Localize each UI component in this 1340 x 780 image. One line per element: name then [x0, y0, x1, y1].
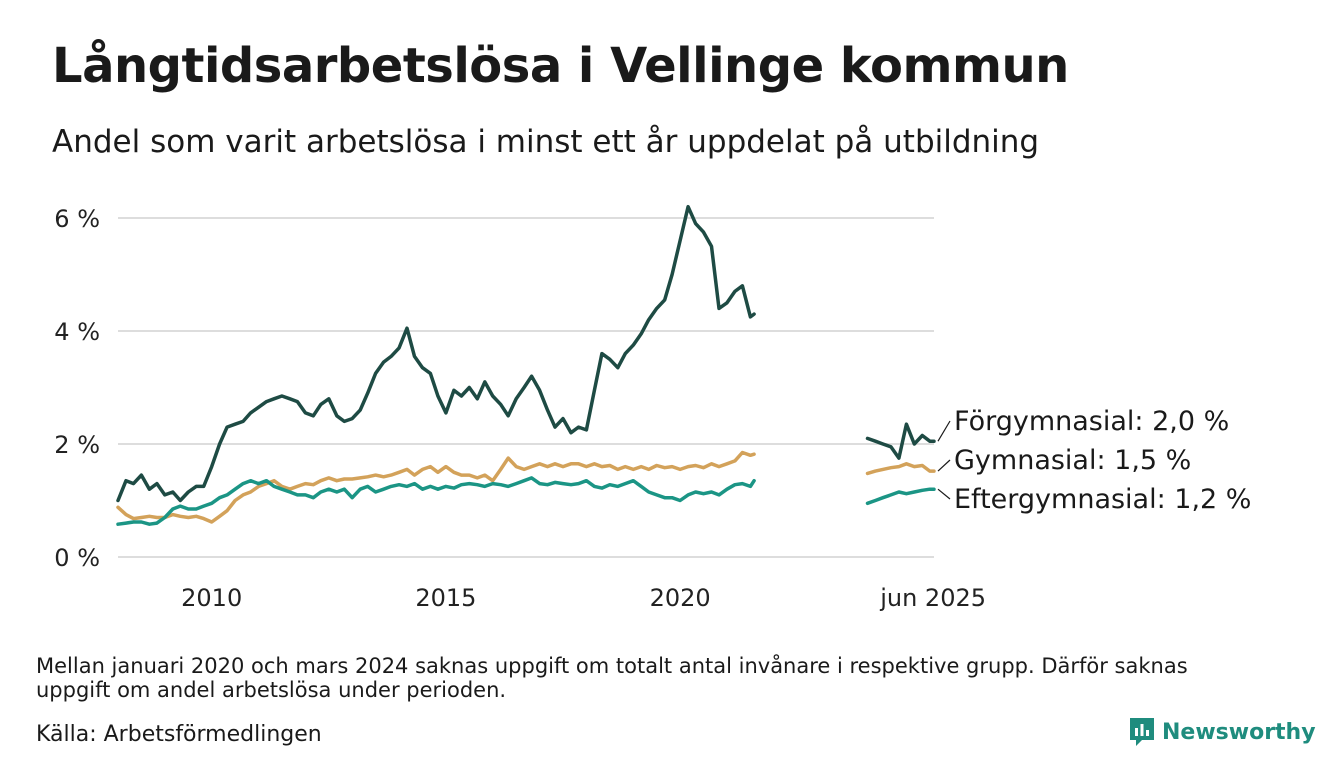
source-note: Källa: Arbetsförmedlingen: [36, 722, 322, 747]
series-end-label: Eftergymnasial: 1,2 %: [954, 484, 1251, 515]
series-end-label: Gymnasial: 1,5 %: [954, 445, 1191, 476]
y-tick-label: 6 %: [54, 205, 100, 233]
series-line-gymnasial: [116, 450, 756, 524]
y-tick-label: 4 %: [54, 318, 100, 346]
series-end-label: Förgymnasial: 2,0 %: [954, 406, 1229, 437]
x-tick-label: jun 2025: [879, 584, 986, 612]
label-leader-line: [937, 420, 951, 442]
gridlines: [118, 217, 934, 558]
label-leader-line: [937, 459, 951, 472]
x-axis: 2010 2015 2020 jun 2025: [181, 584, 986, 612]
series-line-eftergymnasial: [116, 476, 756, 526]
brand-name: Newsworthy: [1162, 719, 1316, 745]
series-line-eftergymnasial: [865, 487, 936, 506]
y-tick-label: 2 %: [54, 431, 100, 459]
brand-logo: Newsworthy: [1128, 716, 1316, 748]
series-line-förgymnasial: [116, 204, 756, 503]
x-tick-label: 2015: [415, 584, 476, 612]
x-tick-label: 2010: [181, 584, 242, 612]
series-end-labels: Förgymnasial: 2,0 % Gymnasial: 1,5 % Efter…: [937, 406, 1251, 515]
chart-title: Långtidsarbetslösa i Vellinge kommun: [52, 38, 1069, 94]
label-leader-line: [937, 488, 951, 500]
y-tick-label: 0 %: [54, 544, 100, 572]
bar-chart-icon: [1130, 718, 1154, 746]
series-line-gymnasial: [865, 462, 936, 476]
series-line-förgymnasial: [865, 422, 936, 460]
x-tick-label: 2020: [650, 584, 711, 612]
footnote: Mellan januari 2020 och mars 2024 saknas…: [36, 654, 1188, 702]
y-axis: 0 % 2 % 4 % 6 %: [54, 205, 100, 572]
series-lines: [116, 204, 936, 526]
line-chart: 0 % 2 % 4 % 6 % 2010 2015 2020 jun 2025 Förgym…: [54, 204, 1251, 612]
chart-subtitle: Andel som varit arbetslösa i minst ett å…: [52, 124, 1040, 160]
